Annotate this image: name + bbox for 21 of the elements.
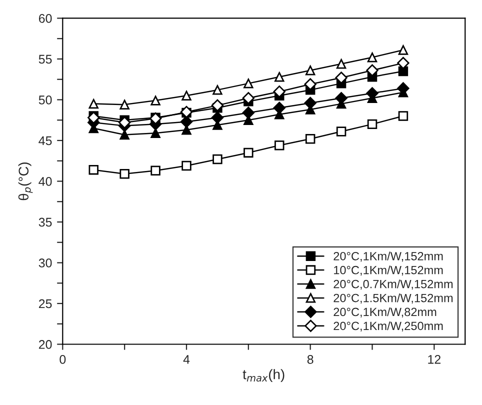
y-tick-label: 40	[38, 177, 52, 186]
legend-label: 10°C,1Km/W,152mm	[334, 266, 443, 276]
legend-label: 20°C,1.5Km/W,152mm	[334, 294, 453, 304]
x-tick-label: 0	[60, 354, 66, 364]
y-tick-label: 20	[38, 340, 52, 349]
x-tick-label: 12	[428, 354, 440, 364]
y-tick-label: 35	[38, 218, 52, 227]
legend-label: 20°C,1Km/W,250mm	[334, 321, 443, 332]
legend-label: 20°C,1Km/W,152mm	[334, 252, 443, 262]
legend-label: 20°C,0.7Km/W,152mm	[334, 280, 453, 290]
y-tick-label: 25	[38, 299, 52, 308]
y-axis-title: θ$_{p}$(°C)	[18, 162, 33, 200]
legend-label: 20°C,1Km/W,82mm	[334, 307, 436, 318]
y-tick-label: 45	[38, 136, 52, 146]
x-tick-label: 8	[307, 354, 314, 364]
y-tick-label: 55	[38, 54, 52, 64]
y-tick-label: 60	[38, 14, 52, 23]
y-tick-label: 30	[38, 258, 52, 268]
x-tick-label: 4	[183, 355, 190, 364]
x-axis-title: t$_{max}$(h)	[242, 369, 284, 382]
y-tick-label: 50	[38, 96, 52, 104]
